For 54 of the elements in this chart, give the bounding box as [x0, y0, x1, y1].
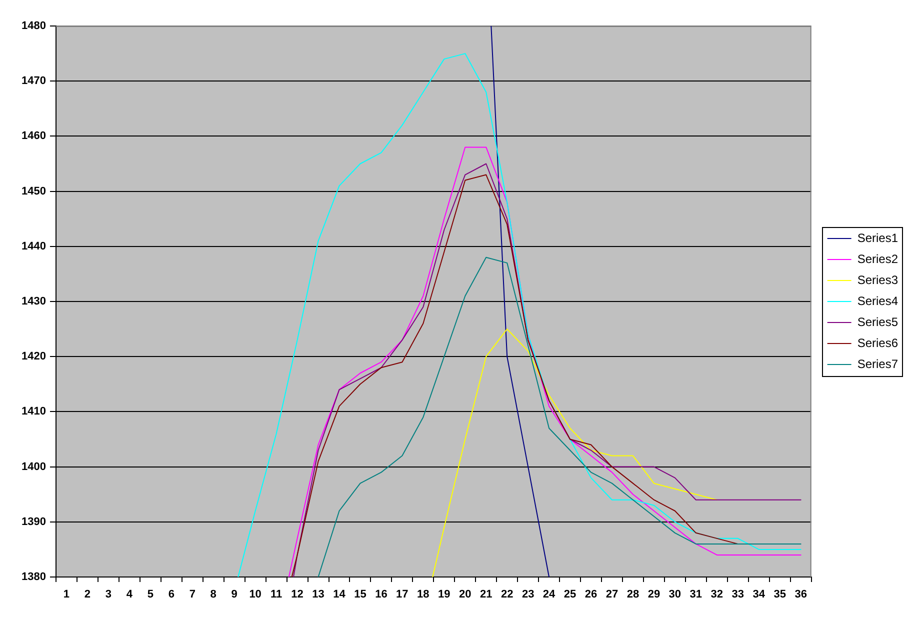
- x-tick-label: 20: [459, 588, 472, 601]
- x-tick-label: 12: [291, 588, 304, 601]
- y-tick-label: 1480: [22, 20, 46, 32]
- x-tick-label: 5: [147, 588, 154, 601]
- x-tick-label: 24: [542, 588, 556, 601]
- x-tick-label: 25: [564, 588, 576, 601]
- legend-label: Series1: [857, 230, 898, 245]
- legend-label: Series7: [857, 356, 898, 371]
- x-tick-label: 23: [522, 588, 534, 601]
- y-tick-label: 1410: [22, 406, 46, 418]
- legend-label: Series5: [857, 314, 898, 329]
- x-tick-label: 30: [668, 588, 682, 601]
- x-tick-label: 10: [249, 588, 262, 601]
- x-tick-label: 22: [500, 588, 514, 601]
- x-tick-label: 33: [732, 588, 744, 601]
- x-tick-label: 13: [312, 588, 324, 601]
- x-tick-label: 15: [354, 588, 366, 601]
- x-tick-label: 26: [584, 588, 598, 601]
- y-tick-label: 1470: [22, 75, 46, 88]
- x-tick-label: 34: [752, 588, 766, 601]
- x-tick-label: 21: [480, 588, 492, 601]
- y-tick-label: 1420: [22, 350, 46, 363]
- x-tick-label: 28: [626, 588, 640, 601]
- x-tick-label: 8: [210, 588, 216, 601]
- x-tick-label: 35: [774, 588, 786, 601]
- y-tick-label: 1460: [22, 130, 46, 142]
- legend-label: Series4: [857, 294, 898, 308]
- x-tick-label: 29: [648, 588, 660, 601]
- y-tick-label: 1440: [22, 240, 46, 252]
- y-tick-label: 1400: [22, 460, 46, 473]
- x-tick-label: 31: [690, 588, 702, 601]
- x-tick-label: 7: [189, 588, 196, 601]
- x-tick-label: 2: [84, 588, 91, 601]
- x-tick-label: 16: [375, 588, 388, 601]
- x-tick-label: 9: [231, 588, 238, 601]
- x-tick-label: 32: [710, 588, 724, 601]
- x-tick-label: 4: [126, 588, 134, 601]
- legend-label: Series6: [857, 336, 898, 350]
- x-tick-label: 3: [105, 588, 112, 601]
- legend-label: Series2: [857, 252, 898, 266]
- x-tick-label: 11: [270, 588, 282, 601]
- x-tick-label: 6: [168, 588, 174, 601]
- x-tick-label: 14: [333, 588, 346, 601]
- y-tick-label: 1430: [22, 296, 46, 308]
- y-tick-label: 1450: [22, 185, 46, 198]
- legend-label: Series3: [857, 272, 898, 287]
- x-tick-label: 27: [606, 588, 618, 601]
- x-tick-label: 17: [396, 588, 408, 601]
- x-tick-label: 36: [794, 588, 807, 601]
- x-tick-label: 18: [417, 588, 430, 601]
- y-tick-label: 1380: [22, 571, 46, 584]
- x-tick-label: 19: [438, 588, 450, 601]
- x-tick-label: 1: [63, 588, 70, 601]
- y-tick-label: 1390: [22, 516, 46, 528]
